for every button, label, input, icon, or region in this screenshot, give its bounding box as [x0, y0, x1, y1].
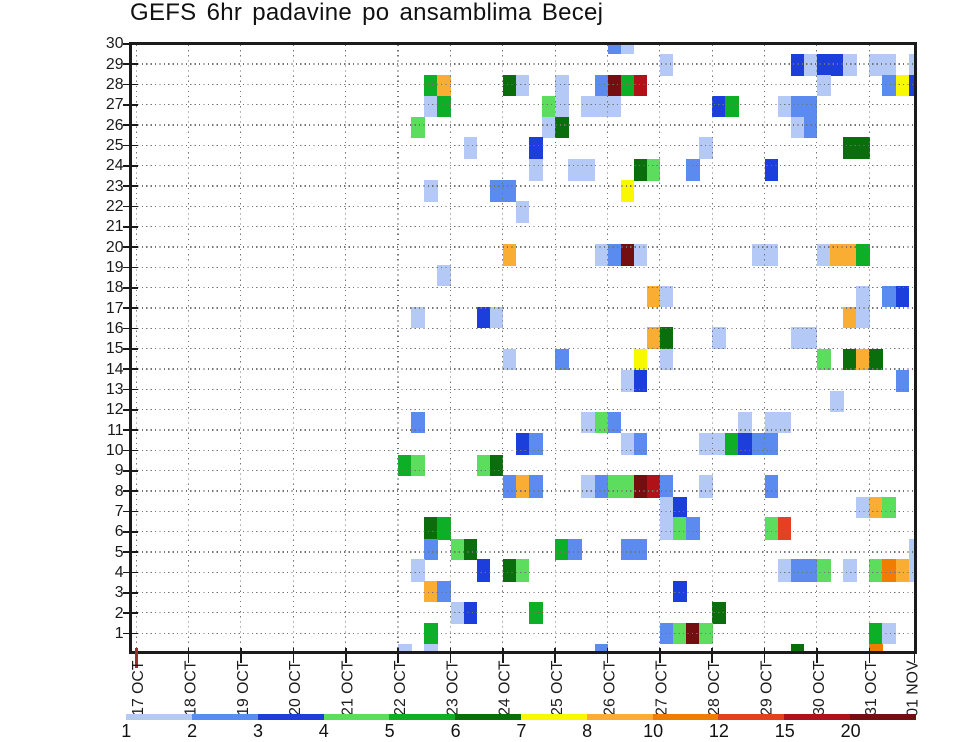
svg-text:20 OCT: 20 OCT	[287, 660, 304, 716]
svg-text:18 OCT: 18 OCT	[183, 660, 200, 716]
svg-text:26 OCT: 26 OCT	[601, 660, 618, 716]
svg-text:21 OCT: 21 OCT	[340, 660, 357, 716]
svg-text:01 NOV: 01 NOV	[905, 660, 922, 717]
svg-text:31 OCT: 31 OCT	[863, 660, 880, 716]
svg-text:28 OCT: 28 OCT	[706, 660, 723, 716]
svg-text:25 OCT: 25 OCT	[549, 660, 566, 716]
svg-text:17 OCT: 17 OCT	[130, 660, 147, 716]
svg-text:27 OCT: 27 OCT	[654, 660, 671, 716]
svg-text:29 OCT: 29 OCT	[758, 660, 775, 716]
svg-text:19 OCT: 19 OCT	[235, 660, 252, 716]
svg-text:22 OCT: 22 OCT	[392, 660, 409, 716]
svg-text:23 OCT: 23 OCT	[444, 660, 461, 716]
svg-text:24 OCT: 24 OCT	[497, 660, 514, 716]
svg-text:30 OCT: 30 OCT	[811, 660, 828, 716]
